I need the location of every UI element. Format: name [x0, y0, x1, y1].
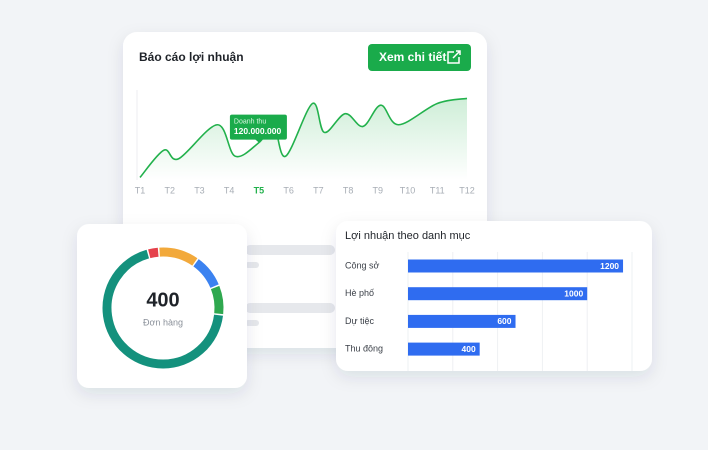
- line-area: [140, 98, 467, 180]
- category-label: Hè phố: [345, 288, 374, 298]
- orders-total: 400: [146, 289, 179, 311]
- x-tick-label: T1: [135, 185, 146, 195]
- donut-segment: [148, 247, 159, 259]
- card-title: Lợi nhuận theo danh mục: [345, 230, 471, 242]
- x-tick-label: T2: [164, 185, 175, 195]
- x-tick-label: T3: [194, 185, 205, 195]
- bar: [408, 287, 588, 301]
- x-tick-label: T11: [430, 185, 445, 195]
- button-label[interactable]: Xem chi tiết: [379, 50, 446, 64]
- bar-value-label: 1200: [600, 261, 619, 271]
- orders-card: 400 Đơn hàng: [77, 224, 247, 388]
- category-label: Công sở: [345, 260, 380, 270]
- bar: [408, 342, 480, 356]
- category-label: Dự tiệc: [345, 316, 375, 326]
- skeleton: [245, 245, 335, 255]
- detail-button[interactable]: [368, 44, 471, 71]
- skeleton: [245, 303, 335, 313]
- orders-label: Đơn hàng: [143, 317, 183, 327]
- x-tick-label: T10: [400, 185, 416, 195]
- x-tick-label: T4: [224, 185, 235, 195]
- x-tick-label: T5: [254, 185, 265, 195]
- x-tick-label: T7: [313, 185, 324, 195]
- donut-segment: [159, 247, 198, 266]
- skeleton: [245, 320, 259, 326]
- bar: [408, 259, 624, 273]
- bar: [408, 314, 516, 328]
- bar-value-label: 600: [497, 316, 511, 326]
- card-title: Báo cáo lợi nhuận: [139, 50, 244, 64]
- external-icon: [447, 50, 461, 64]
- category-label: Thu đông: [345, 343, 383, 353]
- tooltip-box: [229, 114, 287, 140]
- tooltip-pointer: [254, 139, 263, 143]
- donut-segment: [210, 285, 224, 315]
- skeleton: [245, 262, 259, 268]
- x-tick-label: T12: [459, 185, 475, 195]
- donut-segment: [102, 249, 224, 369]
- x-tick-label: T6: [283, 185, 294, 195]
- bar-value-label: 400: [461, 344, 475, 354]
- x-tick-label: T8: [343, 185, 354, 195]
- tooltip-label: Doanh thu: [234, 118, 266, 125]
- line: [139, 97, 468, 178]
- tooltip-value: 120.000.000: [234, 126, 282, 136]
- donut-segment: [193, 259, 219, 289]
- bar-value-label: 1000: [564, 288, 583, 298]
- x-tick-label: T9: [373, 185, 384, 195]
- category-card: Lợi nhuận theo danh mục Công sở 1200 Hè ph…: [336, 221, 652, 371]
